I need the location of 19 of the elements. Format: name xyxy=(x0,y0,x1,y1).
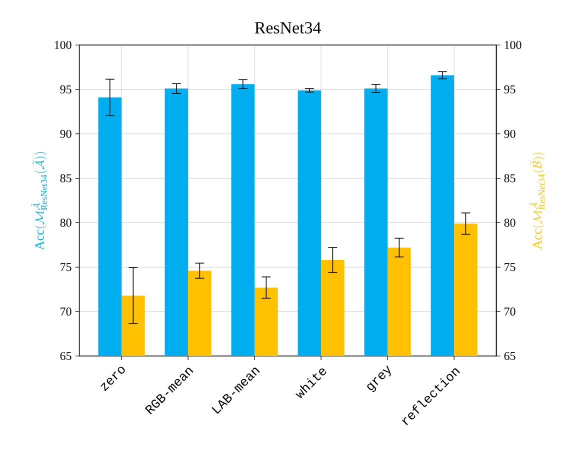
y-tick-label: 90 xyxy=(60,130,72,138)
y-tick-label: 65 xyxy=(60,352,72,360)
y2-tick-label: 80 xyxy=(504,218,516,227)
y2-tick-label: 85 xyxy=(504,174,516,182)
y-tick-label: 95 xyxy=(60,85,72,94)
y2-tick-label: 100 xyxy=(504,40,522,50)
y-tick-label: 70 xyxy=(60,308,72,316)
y-tick-label: 85 xyxy=(60,174,72,182)
y2-tick-label: 70 xyxy=(504,308,516,316)
y-axis-title: $\mathrm{Acc}(\mathcal{M}^{\hat{\mathcal{A}}}_{\mathrm{ResNet34}}(\widetilde{\mathcal{A}}))$ xyxy=(30,152,48,250)
y2-tick-label: 95 xyxy=(504,85,516,94)
chart-title: ResNet34 xyxy=(254,22,321,34)
y2-tick-label: 65 xyxy=(504,352,516,360)
y2-tick-label: 75 xyxy=(504,263,516,272)
y-tick-label: 75 xyxy=(60,263,72,272)
y2-tick-label: 90 xyxy=(504,130,516,138)
y-tick-label: 80 xyxy=(60,218,72,227)
y-tick-label: 100 xyxy=(54,40,72,50)
y2-axis-title: $\mathrm{Acc}(\mathcal{M}^{\hat{\mathcal{A}}}_{\mathrm{ResNet34}}(\widetilde{\mathcal{B}}))$ xyxy=(528,152,545,250)
